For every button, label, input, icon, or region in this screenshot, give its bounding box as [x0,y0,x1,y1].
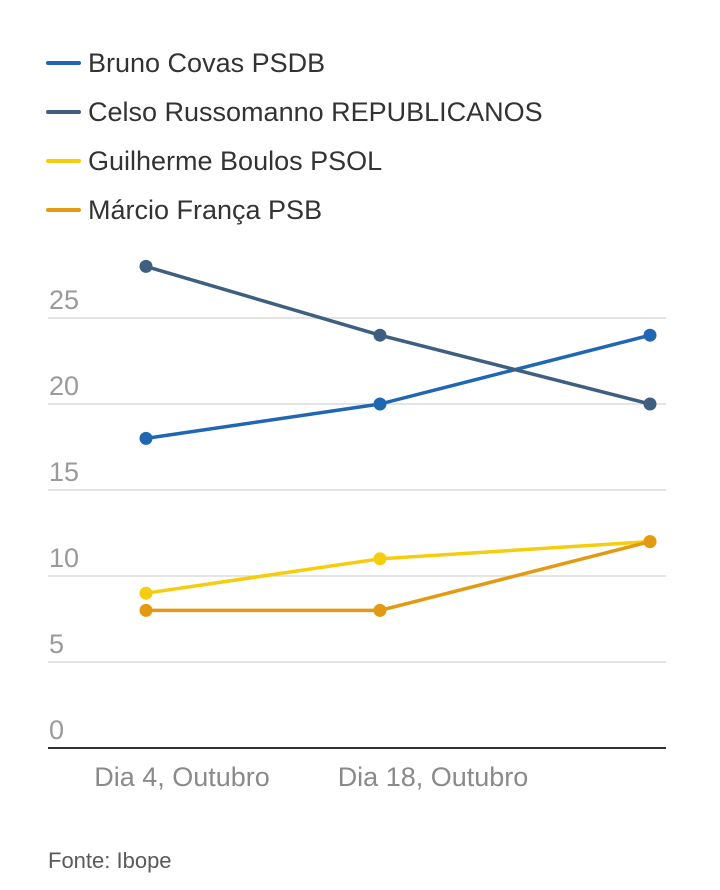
legend-label: Bruno Covas PSDB [88,48,325,78]
series-lines [139,259,657,617]
data-point [373,397,387,411]
chart-legend: Bruno Covas PSDB Celso Russomanno REPUBLI… [46,48,543,225]
gridlines [48,317,666,663]
y-tick-label: 25 [49,285,79,315]
y-tick-label: 5 [49,629,64,659]
x-tick-label: Dia 4, Outubro [94,762,270,792]
series-line [145,333,651,441]
series-line [145,264,651,406]
data-point [373,328,387,342]
data-point [643,397,657,411]
series-group [139,259,657,411]
data-point [373,552,387,566]
data-point [373,603,387,617]
y-axis-ticks: 0 5 10 15 20 25 [49,285,79,745]
series-group [139,535,657,600]
y-tick-label: 10 [49,543,79,573]
x-tick-label: Dia 18, Outubro [338,762,529,792]
legend-item: Guilherme Boulos PSOL [46,146,382,176]
legend-label: Celso Russomanno REPUBLICANOS [88,97,543,127]
series-line [145,539,651,595]
data-point [643,328,657,342]
legend-item: Celso Russomanno REPUBLICANOS [46,97,543,127]
y-tick-label: 15 [49,457,79,487]
y-tick-label: 20 [49,371,79,401]
data-point [139,259,153,273]
x-axis-ticks: Dia 4, Outubro Dia 18, Outubro [94,762,528,792]
data-point [139,431,153,445]
series-group [139,328,657,445]
data-point [139,603,153,617]
source-note: Fonte: Ibope [48,848,172,873]
legend-item: Bruno Covas PSDB [46,48,325,78]
data-point [139,586,153,600]
legend-item: Márcio França PSB [46,195,322,225]
legend-label: Guilherme Boulos PSOL [88,146,382,176]
legend-label: Márcio França PSB [88,195,322,225]
series-group [139,535,657,617]
data-point [643,535,657,549]
y-tick-label: 0 [49,715,64,745]
